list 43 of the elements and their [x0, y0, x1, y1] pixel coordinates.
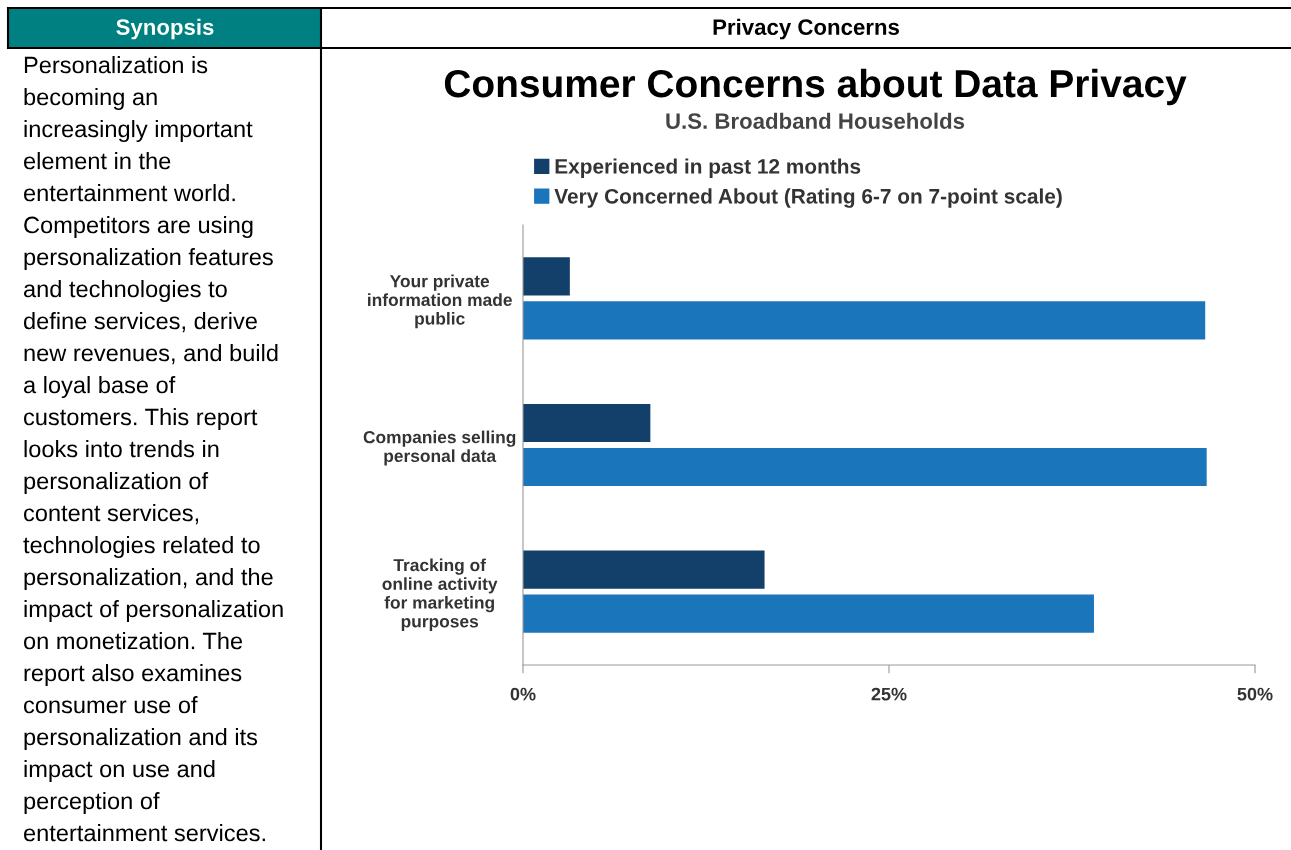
legend-label: Experienced in past 12 months [555, 158, 861, 178]
chart-subtitle: U.S. Broadband Households [666, 112, 965, 129]
text: consumer use of [24, 696, 198, 714]
text: new revenues, and build [24, 344, 278, 365]
text: looks into trends in [24, 439, 219, 458]
text: Personalization is [24, 56, 208, 74]
bar [523, 257, 570, 296]
legend-label: Very Concerned About (Rating 6-7 on 7-point scale) [554, 188, 1062, 208]
text: perception of [24, 791, 160, 815]
x-tick-label: 50% [1237, 687, 1273, 701]
x-tick-label: 0% [510, 687, 536, 701]
text: Competitors are using [24, 216, 253, 238]
bar [523, 447, 1207, 487]
text: impact on use and [24, 759, 215, 783]
text: element in the [24, 152, 171, 170]
text: a loyal base of [24, 375, 176, 399]
y-tick-label: Your private information made public [368, 274, 512, 329]
text: define services, derive [23, 312, 257, 333]
y-tick-label: Tracking of online activity for marketing purposes [382, 558, 498, 631]
chart-title: Consumer Concerns about Data Privacy [444, 68, 1187, 106]
text: personalization features [24, 248, 273, 271]
text: personalization and its [24, 727, 258, 751]
text: Privacy Concerns [713, 18, 899, 40]
text: report also examines [24, 663, 242, 686]
x-tick-label: 25% [871, 687, 907, 701]
text: personalization, and the [24, 567, 273, 591]
text: entertainment world. [24, 184, 235, 202]
text: becoming an [24, 88, 157, 111]
text: increasingly important [24, 120, 253, 143]
text: customers. This report [24, 407, 258, 430]
text: personalization of [24, 471, 209, 495]
bar [523, 301, 1206, 340]
text: Synopsis [116, 18, 214, 40]
text: impact of personalization [24, 599, 283, 623]
text: entertainment services. [24, 823, 265, 842]
bar [523, 594, 1094, 633]
y-tick-label: Companies selling personal data [363, 430, 516, 466]
text: content services, [24, 503, 199, 525]
bar [523, 550, 765, 589]
text: on monetization. The [23, 631, 243, 650]
bar [523, 403, 651, 443]
text: and technologies to [24, 279, 227, 302]
text: technologies related to [23, 535, 260, 558]
